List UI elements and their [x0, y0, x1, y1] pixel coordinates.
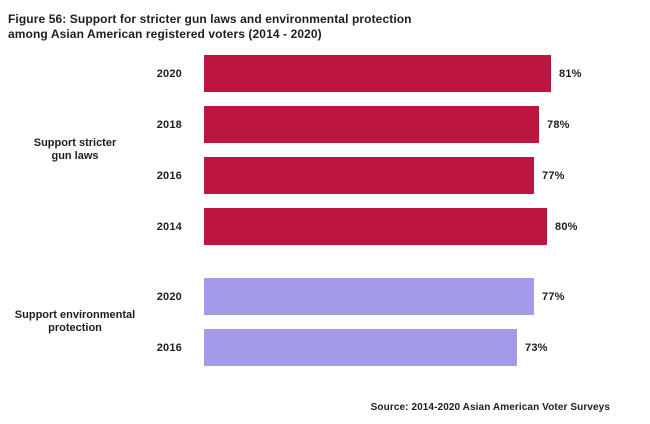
group-environment: Support environmental protection 2020 77… — [0, 271, 650, 373]
group-label-line1: Support stricter — [33, 137, 117, 149]
value-label: 81% — [559, 67, 582, 80]
value-label: 73% — [525, 341, 548, 354]
year-label: 2016 — [156, 341, 182, 354]
bar-gun-2018 — [204, 106, 539, 143]
group-label-gun-laws: Support stricter gun laws — [0, 137, 150, 163]
group-gun-laws: Support stricter gun laws 2020 81% 2018 … — [0, 48, 650, 252]
bar-row-gun-2016: 2016 77% — [150, 150, 650, 201]
figure-title: Figure 56: Support for stricter gun laws… — [0, 0, 650, 41]
source-note: Source: 2014-2020 Asian American Voter S… — [370, 402, 610, 413]
bar-env-2020 — [204, 278, 534, 315]
bar-env-2016 — [204, 329, 517, 366]
value-label: 77% — [542, 290, 565, 303]
value-label: 77% — [542, 169, 565, 182]
group-label-environment: Support environmental protection — [0, 309, 150, 335]
group-label-line2: gun laws — [51, 150, 99, 162]
value-label: 78% — [547, 118, 570, 131]
year-label: 2016 — [156, 169, 182, 182]
year-label: 2018 — [156, 118, 182, 131]
bar-gun-2020 — [204, 55, 551, 92]
year-label: 2020 — [156, 290, 182, 303]
bar-row-gun-2018: 2018 78% — [150, 99, 650, 150]
bar-row-gun-2020: 2020 81% — [150, 48, 650, 99]
bar-chart: Support stricter gun laws 2020 81% 2018 … — [0, 48, 650, 373]
bar-gun-2016 — [204, 157, 534, 194]
bar-row-env-2020: 2020 77% — [150, 271, 650, 322]
value-label: 80% — [555, 220, 578, 233]
bar-row-env-2016: 2016 73% — [150, 322, 650, 373]
bar-gun-2014 — [204, 208, 547, 245]
year-label: 2014 — [156, 220, 182, 233]
year-label: 2020 — [156, 67, 182, 80]
group-label-line2: protection — [48, 322, 102, 334]
figure-title-line2: among Asian American registered voters (… — [8, 26, 322, 41]
figure-title-line1: Figure 56: Support for stricter gun laws… — [8, 12, 412, 26]
group-label-line1: Support environmental — [14, 309, 136, 321]
group-rows-gun-laws: 2020 81% 2018 78% 2016 77% 2014 — [150, 48, 650, 252]
group-rows-environment: 2020 77% 2016 73% — [150, 271, 650, 373]
bar-row-gun-2014: 2014 80% — [150, 201, 650, 252]
